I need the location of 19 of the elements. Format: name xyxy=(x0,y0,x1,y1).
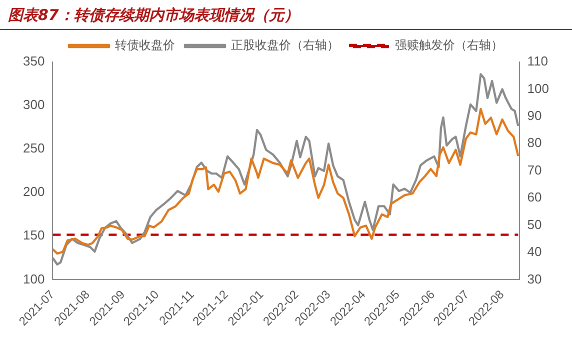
y2-tick-label: 90 xyxy=(527,108,542,123)
y2-tick-label: 40 xyxy=(527,244,542,260)
y2-tick-label: 110 xyxy=(527,54,548,69)
y-tick-label: 250 xyxy=(22,140,45,156)
y-tick-label: 100 xyxy=(22,271,45,286)
y-tick-label: 200 xyxy=(22,184,45,200)
y2-tick-label: 80 xyxy=(527,135,542,150)
legend-label: 转债收盘价 xyxy=(115,38,175,52)
y-tick-label: 150 xyxy=(22,228,45,243)
y2-tick-label: 60 xyxy=(527,190,542,205)
y-tick-label: 300 xyxy=(22,97,45,112)
y2-tick-label: 70 xyxy=(527,162,542,178)
chart-title: 图表87：转债存续期内市场表现情况（元） xyxy=(0,0,572,30)
legend-label: 强赎触发价（右轴） xyxy=(395,38,503,52)
y2-tick-label: 30 xyxy=(527,271,542,286)
y2-tick-label: 100 xyxy=(527,80,550,96)
y-tick-label: 350 xyxy=(22,54,45,69)
y2-tick-label: 50 xyxy=(527,216,542,232)
legend-label: 正股收盘价（右轴） xyxy=(231,38,339,52)
